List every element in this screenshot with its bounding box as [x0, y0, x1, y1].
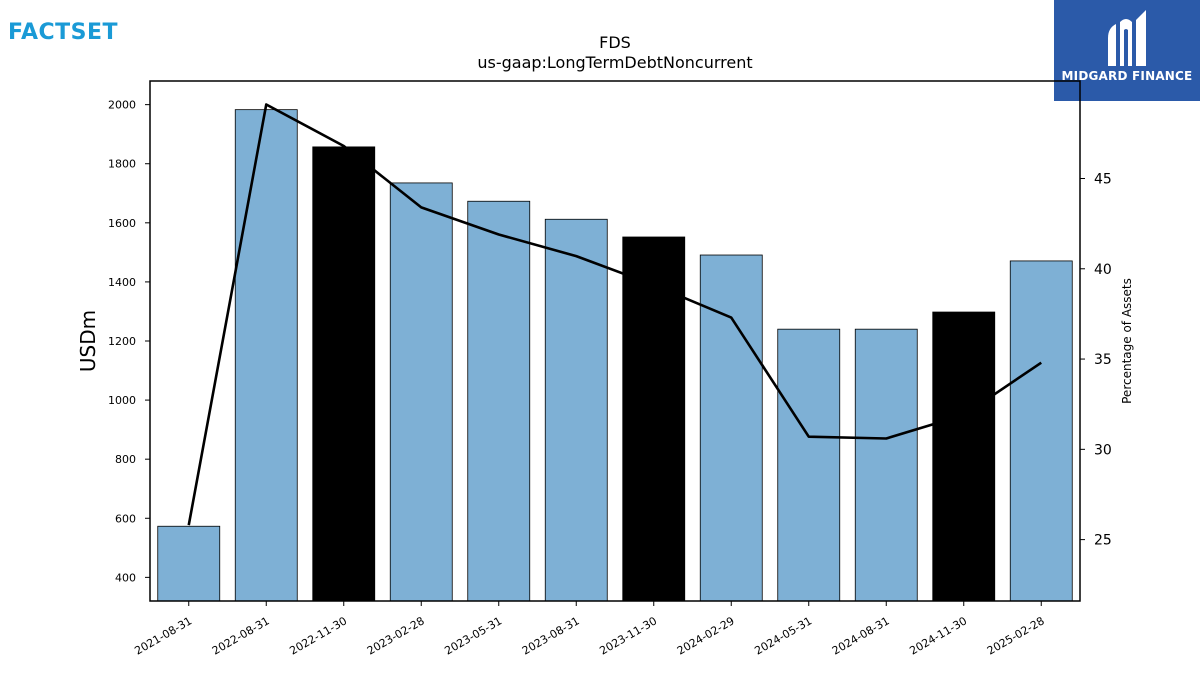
- x-tick-label: 2023-11-30: [597, 614, 659, 657]
- bar-2023-05-31: [467, 200, 531, 602]
- bar-2025-02-28: [1009, 260, 1073, 602]
- y-tick-label: 1800: [108, 158, 136, 171]
- x-tick-label: 2024-08-31: [830, 614, 892, 657]
- y-tick-label: 800: [115, 453, 136, 466]
- x-tick-label: 2025-02-28: [985, 614, 1047, 657]
- midgard-mark-icon: [1108, 10, 1146, 66]
- chart-subtitle: us-gaap:LongTermDebtNoncurrent: [477, 53, 753, 72]
- y2-tick-label: 30: [1094, 442, 1112, 458]
- x-tick-label: 2024-11-30: [907, 614, 969, 657]
- y-tick-label: 1600: [108, 217, 136, 230]
- midgard-finance-name: MIDGARD FINANCE: [1061, 69, 1193, 83]
- bar-2023-11-30: [622, 236, 686, 602]
- x-tick-label: 2023-05-31: [442, 614, 504, 657]
- x-tick-label: 2022-11-30: [287, 614, 349, 657]
- chart-title: FDS: [599, 33, 631, 52]
- y-tick-label: 2000: [108, 99, 136, 112]
- bar-2022-08-31: [234, 109, 298, 602]
- midgard-finance-logo: MIDGARD FINANCE: [1054, 0, 1200, 101]
- x-tick-label: 2022-08-31: [210, 614, 272, 657]
- bar-2023-08-31: [544, 218, 608, 602]
- bar-2022-11-30: [312, 146, 376, 602]
- y2-tick-label: 45: [1094, 172, 1112, 188]
- y2-tick-label: 35: [1094, 352, 1112, 368]
- y-tick-label: 600: [115, 512, 136, 525]
- x-tick-label: 2024-05-31: [752, 614, 814, 657]
- y2-tick-label: 25: [1094, 533, 1112, 549]
- y2-tick-label: 40: [1094, 262, 1112, 278]
- percentage-of-assets-line: [187, 103, 1042, 526]
- bar-2024-02-29: [699, 254, 763, 602]
- bar-2024-11-30: [932, 311, 996, 602]
- x-tick-label: 2024-02-29: [675, 614, 737, 657]
- y-tick-label: 1400: [108, 276, 136, 289]
- bar-2024-08-31: [854, 328, 918, 602]
- y-tick-label: 1200: [108, 335, 136, 348]
- y-tick-label: 400: [115, 571, 136, 584]
- y-axis-label: USDm: [76, 310, 100, 372]
- x-tick-label: 2023-02-28: [365, 614, 427, 657]
- y-tick-label: 1000: [108, 394, 136, 407]
- bar-2023-02-28: [389, 182, 453, 602]
- x-tick-label: 2023-08-31: [520, 614, 582, 657]
- y2-axis-label: Percentage of Assets: [1120, 278, 1134, 404]
- bar-2021-08-31: [157, 525, 221, 602]
- bar-2024-05-31: [777, 328, 841, 602]
- factset-logo: FACTSET: [8, 20, 119, 45]
- x-tick-label: 2021-08-31: [132, 614, 194, 657]
